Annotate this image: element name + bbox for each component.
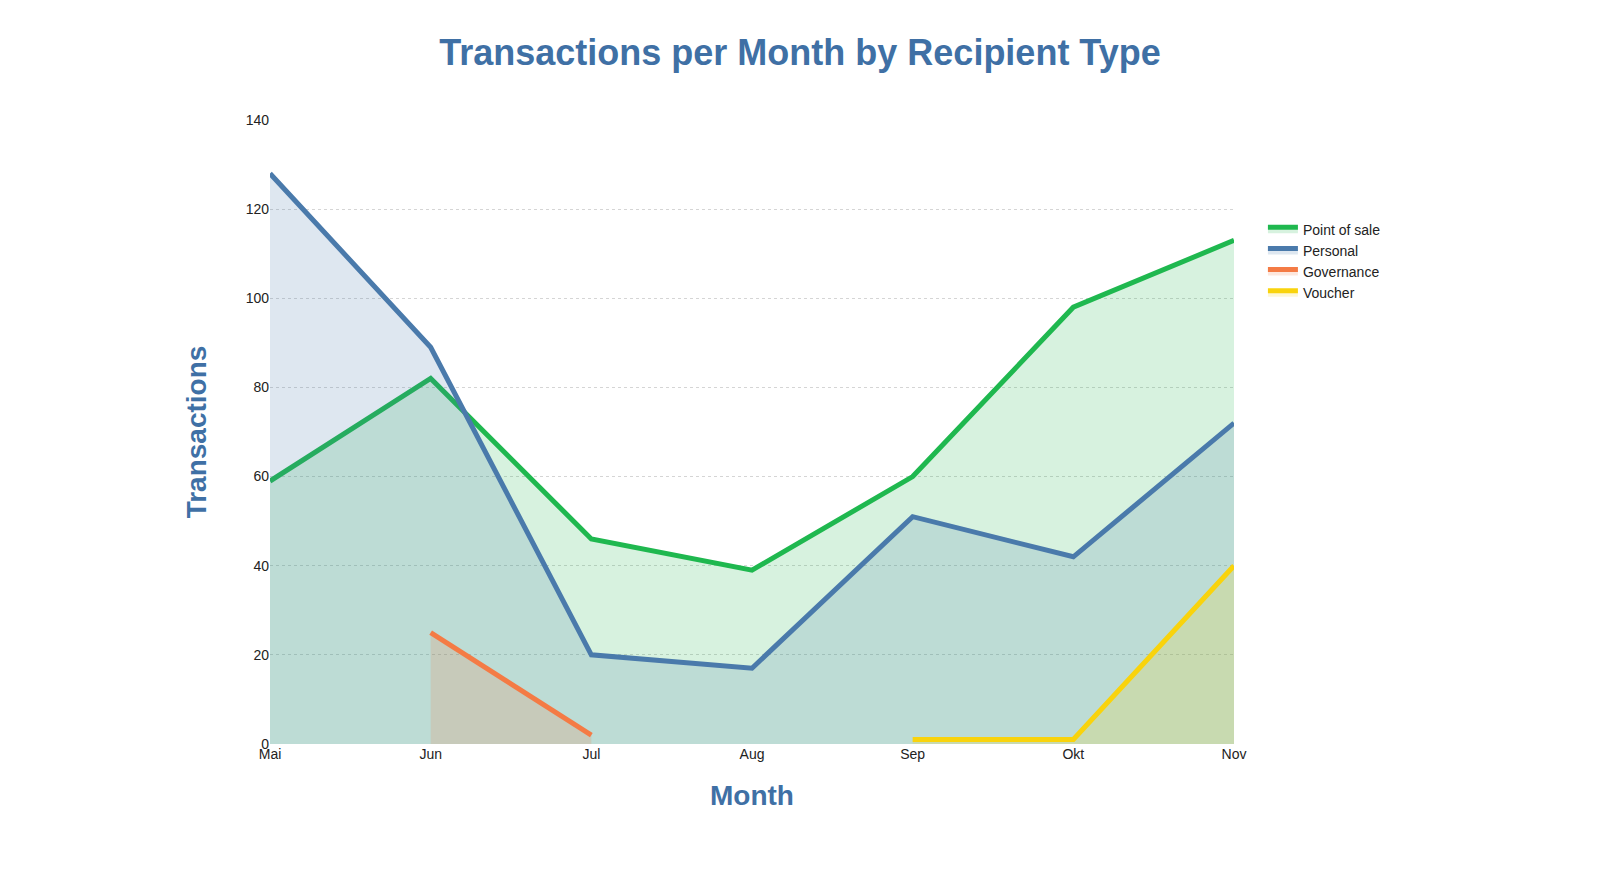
svg-text:Okt: Okt	[1062, 746, 1084, 762]
svg-text:Point of sale: Point of sale	[1303, 222, 1380, 238]
svg-text:60: 60	[253, 468, 269, 484]
svg-text:Transactions per Month by Reci: Transactions per Month by Recipient Type	[439, 32, 1160, 73]
svg-text:Personal: Personal	[1303, 243, 1358, 259]
svg-text:0: 0	[261, 736, 269, 752]
svg-text:Jun: Jun	[419, 746, 442, 762]
svg-text:Mai: Mai	[259, 746, 282, 762]
svg-text:80: 80	[253, 379, 269, 395]
svg-text:120: 120	[246, 201, 270, 217]
svg-text:Sep: Sep	[900, 746, 925, 762]
svg-text:20: 20	[253, 647, 269, 663]
svg-text:Jul: Jul	[582, 746, 600, 762]
svg-text:Nov: Nov	[1222, 746, 1247, 762]
svg-text:Voucher: Voucher	[1303, 285, 1355, 301]
svg-text:Month: Month	[710, 780, 794, 811]
svg-text:Governance: Governance	[1303, 264, 1379, 280]
svg-text:140: 140	[246, 112, 270, 128]
svg-text:Aug: Aug	[740, 746, 765, 762]
svg-text:100: 100	[246, 290, 270, 306]
svg-text:40: 40	[253, 558, 269, 574]
svg-text:Transactions: Transactions	[181, 346, 212, 519]
